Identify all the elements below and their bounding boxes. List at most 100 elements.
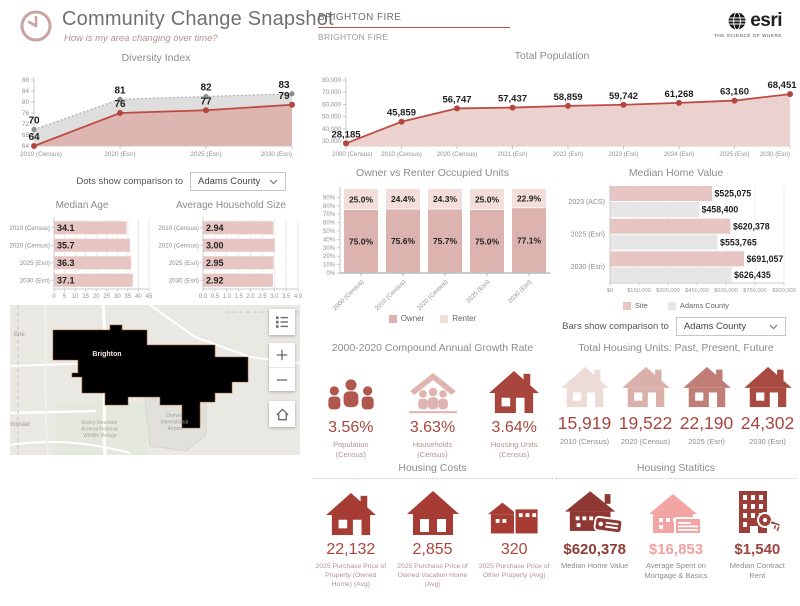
esri-logo: esri THE SCIENCE OF WHERE: [714, 10, 782, 38]
legend-renter: Renter: [440, 314, 476, 323]
housing-units-icon: [489, 370, 539, 414]
svg-text:40,000: 40,000: [322, 126, 341, 133]
housing-units-house-icon: [561, 366, 609, 408]
svg-text:20%: 20%: [323, 254, 336, 260]
svg-text:2000 (Census): 2000 (Census): [332, 278, 366, 312]
svg-text:3.5: 3.5: [282, 294, 291, 300]
home-icon: [275, 408, 289, 420]
esri-globe-icon: [728, 12, 746, 30]
map-zoom-in-button[interactable]: [269, 343, 295, 367]
stat-value: $1,540: [734, 541, 781, 558]
svg-text:68,451: 68,451: [767, 80, 797, 91]
svg-text:15: 15: [82, 294, 89, 300]
map-zoom-out-button[interactable]: [269, 367, 295, 391]
svg-text:50,000: 50,000: [322, 114, 341, 121]
svg-text:83: 83: [278, 80, 290, 91]
bars-comparison-select[interactable]: Adams County: [675, 317, 786, 336]
svg-text:35.7: 35.7: [57, 240, 75, 250]
households-icon: [408, 372, 457, 414]
section-title: Housing Statitics: [636, 462, 716, 474]
svg-text:2023 (ACS): 2023 (ACS): [568, 199, 605, 206]
section-title: Total Housing Units: Past, Present, Futu…: [578, 342, 774, 354]
legend-icon: [276, 316, 288, 328]
stat-label: Population (Census): [333, 440, 369, 460]
stat-label: 2025 Purchase Price of Other Property (A…: [478, 563, 550, 580]
stat-value: $620,378: [563, 541, 626, 558]
owner-swatch: [388, 314, 397, 323]
svg-text:77: 77: [200, 96, 212, 107]
svg-text:2024 (Esri): 2024 (Esri): [664, 151, 694, 158]
map-zoom-control: [269, 343, 295, 391]
chevron-down-icon: [269, 179, 278, 184]
svg-text:2010 (Census): 2010 (Census): [374, 278, 408, 312]
svg-text:70: 70: [28, 116, 40, 127]
map-legend-button[interactable]: [269, 309, 295, 335]
stat-value: 15,919: [557, 413, 612, 433]
svg-text:2.92: 2.92: [206, 275, 224, 285]
study-area-polygon[interactable]: [52, 324, 249, 429]
housing-units-house-icon: [622, 366, 670, 408]
panel-owner-renter: Owner vs Renter Occupied Units 0% 10% 20% 3…: [310, 167, 555, 323]
stat-label: 2025 Purchase Price of Owned Vacation Ho…: [397, 563, 468, 589]
housing-units-2020: 19,522 2020 (Census): [615, 362, 676, 447]
svg-text:25: 25: [103, 294, 110, 300]
svg-text:64: 64: [22, 143, 30, 150]
stat-value: 3.64%: [491, 419, 537, 436]
housing-units-2030: 24,302 2030 (Esri): [737, 362, 798, 447]
housing-units-house-icon: [683, 366, 731, 408]
chart-title: Average Household Size: [176, 200, 286, 211]
dots-comparison-select[interactable]: Adams County: [190, 172, 286, 191]
esri-wordmark: esri: [750, 10, 782, 31]
stat-mortgage-spend: $16,853 Average Spent on Mortgage & Basi…: [635, 486, 716, 581]
svg-text:0: 0: [52, 294, 56, 300]
housing-units-2010: 15,919 2010 (Census): [554, 362, 615, 447]
svg-text:88: 88: [22, 77, 30, 84]
svg-text:70,000: 70,000: [322, 89, 341, 96]
chart-title: Diversity Index: [121, 52, 191, 64]
chart-title: Total Population: [514, 50, 590, 62]
svg-text:0.5: 0.5: [211, 294, 220, 300]
svg-text:2025 (Esri): 2025 (Esri): [465, 278, 491, 304]
svg-text:2.5: 2.5: [258, 294, 267, 300]
svg-text:2025 (Esri): 2025 (Esri): [190, 151, 221, 158]
svg-text:64: 64: [28, 132, 40, 143]
svg-text:22.9%: 22.9%: [517, 194, 542, 204]
cost-owned-home: 22,132 2025 Purchase Price of Property (…: [310, 486, 392, 590]
svg-text:75.0%: 75.0%: [475, 237, 500, 247]
adams-county-swatch: [667, 301, 676, 310]
svg-text:28,185: 28,185: [331, 129, 361, 140]
housing-units-2025: 22,190 2025 (Esri): [676, 362, 737, 447]
stat-value: 3.56%: [328, 419, 374, 436]
home-value-legend: Site Adams County: [554, 301, 798, 310]
owner-renter-chart: 0% 10% 20% 30% 40% 50% 60% 70% 80% 90% 75.0% 25.0% 2…: [323, 187, 550, 312]
page-subtitle: How is my area changing over time?: [64, 33, 218, 44]
stat-label: Average Spent on Mortgage & Basics: [644, 561, 708, 581]
dots-comparison-control: Dots show comparison to Adams County: [8, 172, 304, 191]
total-population-chart: 30,000 40,000 50,000 60,000 70,000 80,000 2000…: [322, 77, 797, 158]
stat-value: 24,302: [740, 413, 795, 433]
chart-title: Owner vs Renter Occupied Units: [356, 167, 509, 179]
svg-text:2010 (Census): 2010 (Census): [158, 225, 199, 232]
stat-median-home-value: $620,378 Median Home Value: [554, 486, 635, 581]
vacation-home-icon: [407, 490, 459, 536]
median-age-chart: 0 5 10 15 20 25 30 35 40 45 34.1 2010 (Census) 35.7 2…: [9, 217, 153, 300]
stat-label: 2025 Purchase Price of Property (Owned H…: [315, 563, 387, 589]
map-home-button[interactable]: [269, 401, 295, 427]
svg-text:2020 (Census): 2020 (Census): [9, 243, 50, 250]
svg-text:10%: 10%: [323, 263, 336, 269]
section-title: 2000-2020 Compound Annual Growth Rate: [331, 342, 534, 354]
svg-text:2030 (Esri): 2030 (Esri): [507, 278, 533, 304]
stat-label: Households (Census): [412, 440, 453, 460]
median-home-value-chart: $0 $150,000 $300,000 $450,000 $600,000 $750,0…: [568, 185, 796, 294]
svg-text:2020 (Census): 2020 (Census): [158, 243, 199, 250]
svg-text:$750,000: $750,000: [743, 288, 767, 294]
svg-text:$0: $0: [607, 288, 613, 294]
svg-text:72: 72: [22, 121, 30, 128]
legend-owner: Owner: [388, 314, 424, 323]
svg-text:3.0: 3.0: [270, 294, 279, 300]
map-canvas[interactable]: Brighton Erie Westminster Rocky Mountain…: [0, 304, 301, 456]
svg-text:2025 (Esri): 2025 (Esri): [719, 151, 749, 158]
page-title: Community Change Snapshot: [62, 8, 334, 30]
stat-value: 3.63%: [409, 419, 456, 436]
